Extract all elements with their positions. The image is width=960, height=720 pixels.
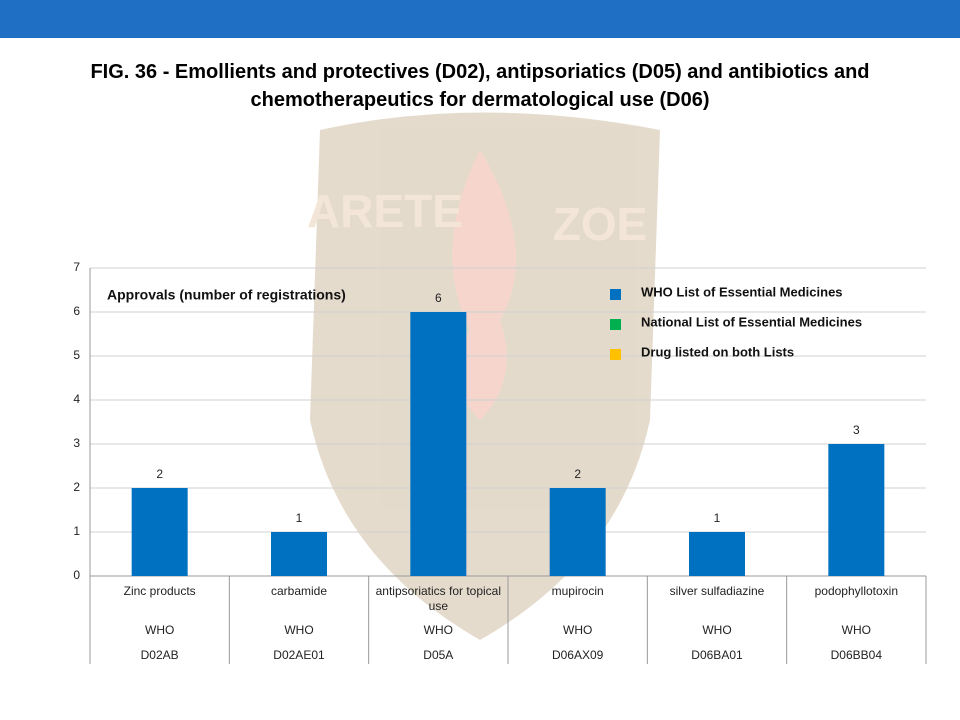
list-label: WHO [145,623,175,637]
value-label: 1 [296,511,303,525]
y-tick-label: 5 [73,348,80,362]
x-tick-label: Zinc products [123,584,196,598]
x-tick-label: antipsoriatics for topical use [375,584,502,613]
code-label: D06AX09 [551,648,604,662]
code-label: D05A [423,648,454,662]
bar [549,488,606,576]
value-label: 1 [714,511,721,525]
y-tick-label: 6 [73,304,80,318]
x-tick-label: silver sulfadiazine [669,584,765,598]
list-label: WHO [423,623,453,637]
x-tick-label: podophyllotoxin [814,584,899,598]
list-label: WHO [841,623,871,637]
bar [410,312,467,576]
code-label: D02AE01 [273,648,325,662]
y-tick-label: 0 [73,568,80,582]
bar [131,488,188,576]
header-bar [0,0,960,38]
x-tick-label: carbamide [270,584,327,598]
code-label: D02AB [140,648,179,662]
watermark-text: ZOE [553,198,648,250]
bar [828,444,885,576]
y-tick-label: 4 [73,392,80,406]
bar [689,532,745,576]
legend-label: Drug listed on both Lists [641,344,794,359]
y-tick-label: 1 [73,524,80,538]
value-label: 2 [156,467,163,481]
code-label: D06BB04 [830,648,882,662]
legend-swatch [610,289,621,300]
legend-label: WHO List of Essential Medicines [641,284,843,299]
list-label: WHO [284,623,314,637]
list-label: WHO [563,623,593,637]
annotation: Approvals (number of registrations) [107,287,346,303]
legend-swatch [610,319,621,330]
list-label: WHO [702,623,732,637]
y-tick-label: 2 [73,480,80,494]
bar [271,532,327,576]
value-label: 2 [574,467,581,481]
chart-title: FIG. 36 - Emollients and protectives (D0… [90,61,870,111]
legend-swatch [610,349,621,360]
legend-label: National List of Essential Medicines [641,314,862,329]
value-label: 3 [853,423,860,437]
value-label: 6 [435,291,442,305]
code-label: D06BA01 [691,648,743,662]
x-tick-label: mupirocin [551,584,604,598]
watermark-text: ARETE [307,185,463,237]
y-tick-label: 3 [73,436,80,450]
y-tick-label: 7 [73,260,80,274]
